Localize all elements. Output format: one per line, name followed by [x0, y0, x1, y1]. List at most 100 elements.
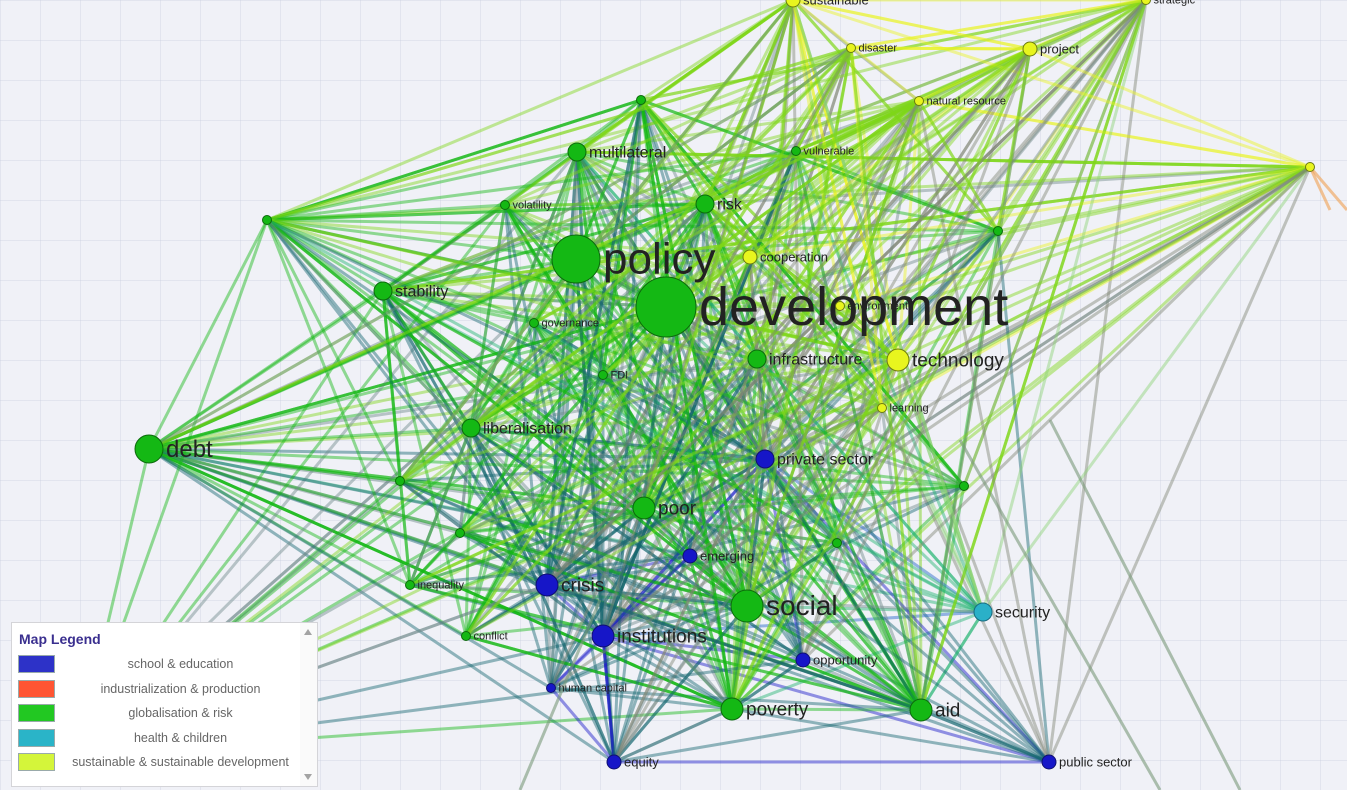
- node-n-mid-right[interactable]: [959, 481, 969, 491]
- node-circle[interactable]: [720, 697, 744, 721]
- node-development[interactable]: development: [635, 276, 1008, 338]
- node-fdi[interactable]: FDI: [598, 370, 629, 382]
- node-circle[interactable]: [785, 0, 801, 8]
- legend-item-health[interactable]: health & children: [18, 729, 303, 748]
- node-opportunity[interactable]: opportunity: [795, 652, 878, 668]
- node-aid[interactable]: aid: [909, 698, 960, 722]
- node-learning[interactable]: learning: [877, 403, 929, 415]
- node-multilateral[interactable]: multilateral: [567, 142, 666, 162]
- node-circle[interactable]: [632, 496, 656, 520]
- node-equity[interactable]: equity: [606, 754, 659, 770]
- node-circle[interactable]: [262, 215, 272, 225]
- node-circle[interactable]: [747, 349, 767, 369]
- node-circle[interactable]: [598, 370, 608, 380]
- node-n-rt[interactable]: [993, 226, 1003, 236]
- node-circle[interactable]: [795, 652, 811, 668]
- node-circle[interactable]: [461, 631, 471, 641]
- network-edge: [470, 0, 1147, 430]
- node-volatility[interactable]: volatility: [500, 200, 553, 212]
- node-n-small2[interactable]: [832, 538, 842, 548]
- node-circle[interactable]: [405, 580, 415, 590]
- node-governance[interactable]: governance: [529, 318, 600, 330]
- node-circle[interactable]: [959, 481, 969, 491]
- node-stability[interactable]: stability: [373, 281, 448, 301]
- node-circle[interactable]: [695, 194, 715, 214]
- node-circle[interactable]: [909, 698, 933, 722]
- legend-scrollbar[interactable]: [300, 623, 317, 786]
- node-natural-resource[interactable]: natural resource: [914, 96, 1007, 108]
- node-crisis[interactable]: crisis: [535, 573, 604, 597]
- node-circle[interactable]: [973, 602, 993, 622]
- node-vulnerable[interactable]: vulnerable: [791, 146, 855, 158]
- node-institutions[interactable]: institutions: [591, 624, 707, 648]
- node-circle[interactable]: [461, 418, 481, 438]
- node-infrastructure[interactable]: infrastructure: [747, 349, 862, 369]
- node-circle[interactable]: [373, 281, 393, 301]
- node-circle[interactable]: [730, 589, 764, 623]
- node-strategic[interactable]: strategic: [1141, 0, 1196, 7]
- node-circle[interactable]: [832, 538, 842, 548]
- node-circle[interactable]: [529, 318, 539, 328]
- node-liberalisation[interactable]: liberalisation: [461, 418, 572, 438]
- node-disaster[interactable]: disaster: [846, 43, 898, 55]
- node-circle[interactable]: [846, 43, 856, 53]
- node-circle[interactable]: [791, 146, 801, 156]
- node-circle[interactable]: [546, 683, 556, 693]
- node-circle[interactable]: [635, 276, 697, 338]
- node-circle[interactable]: [886, 348, 910, 372]
- node-circle[interactable]: [742, 249, 758, 265]
- node-circle[interactable]: [567, 142, 587, 162]
- node-cooperation[interactable]: cooperation: [742, 249, 828, 265]
- node-n-top[interactable]: [636, 95, 646, 105]
- network-edge: [575, 46, 852, 261]
- node-circle[interactable]: [636, 95, 646, 105]
- legend-item-education[interactable]: school & education: [18, 655, 303, 674]
- node-social[interactable]: social: [730, 589, 838, 623]
- node-technology[interactable]: technology: [886, 348, 1004, 372]
- node-circle[interactable]: [551, 234, 601, 284]
- node-circle[interactable]: [993, 226, 1003, 236]
- node-circle[interactable]: [500, 200, 510, 210]
- node-n-small1[interactable]: [455, 528, 465, 538]
- node-circle[interactable]: [1041, 754, 1057, 770]
- node-circle[interactable]: [395, 476, 405, 486]
- node-security[interactable]: security: [973, 602, 1050, 622]
- node-n-mid-left[interactable]: [395, 476, 405, 486]
- node-circle[interactable]: [1022, 41, 1038, 57]
- node-circle[interactable]: [134, 434, 164, 464]
- node-inequality[interactable]: inequality: [405, 580, 465, 592]
- legend-item-industrialization[interactable]: industrialization & production: [18, 680, 303, 699]
- node-circle[interactable]: [835, 301, 845, 311]
- node-risk[interactable]: risk: [695, 194, 743, 214]
- node-circle[interactable]: [755, 449, 775, 469]
- node-emerging[interactable]: emerging: [682, 548, 754, 564]
- node-project[interactable]: project: [1022, 41, 1079, 57]
- node-human-capital[interactable]: human capital: [546, 683, 628, 695]
- network-edge: [601, 0, 795, 637]
- node-poverty[interactable]: poverty: [720, 697, 809, 721]
- network-edge: [664, 306, 734, 710]
- scroll-down-icon[interactable]: [304, 774, 312, 780]
- legend-item-sustainable[interactable]: sustainable & sustainable development: [18, 753, 303, 772]
- node-n-right[interactable]: [1305, 162, 1315, 172]
- node-debt[interactable]: debt: [134, 434, 213, 464]
- node-circle[interactable]: [877, 403, 887, 413]
- node-circle[interactable]: [914, 96, 924, 106]
- node-circle[interactable]: [1141, 0, 1151, 5]
- node-conflict[interactable]: conflict: [461, 631, 508, 643]
- node-circle[interactable]: [1305, 162, 1315, 172]
- scroll-up-icon[interactable]: [304, 629, 312, 635]
- node-circle[interactable]: [535, 573, 559, 597]
- node-private-sector[interactable]: private sector: [755, 449, 874, 469]
- node-public-sector[interactable]: public sector: [1041, 754, 1133, 770]
- node-policy[interactable]: policy: [551, 234, 716, 284]
- legend-item-globalisation[interactable]: globalisation & risk: [18, 704, 303, 723]
- node-poor[interactable]: poor: [632, 496, 697, 520]
- node-circle[interactable]: [682, 548, 698, 564]
- node-environment[interactable]: environment: [835, 301, 909, 313]
- node-sustainable[interactable]: sustainable: [785, 0, 869, 8]
- node-circle[interactable]: [591, 624, 615, 648]
- node-circle[interactable]: [455, 528, 465, 538]
- node-n-left[interactable]: [262, 215, 272, 225]
- node-circle[interactable]: [606, 754, 622, 770]
